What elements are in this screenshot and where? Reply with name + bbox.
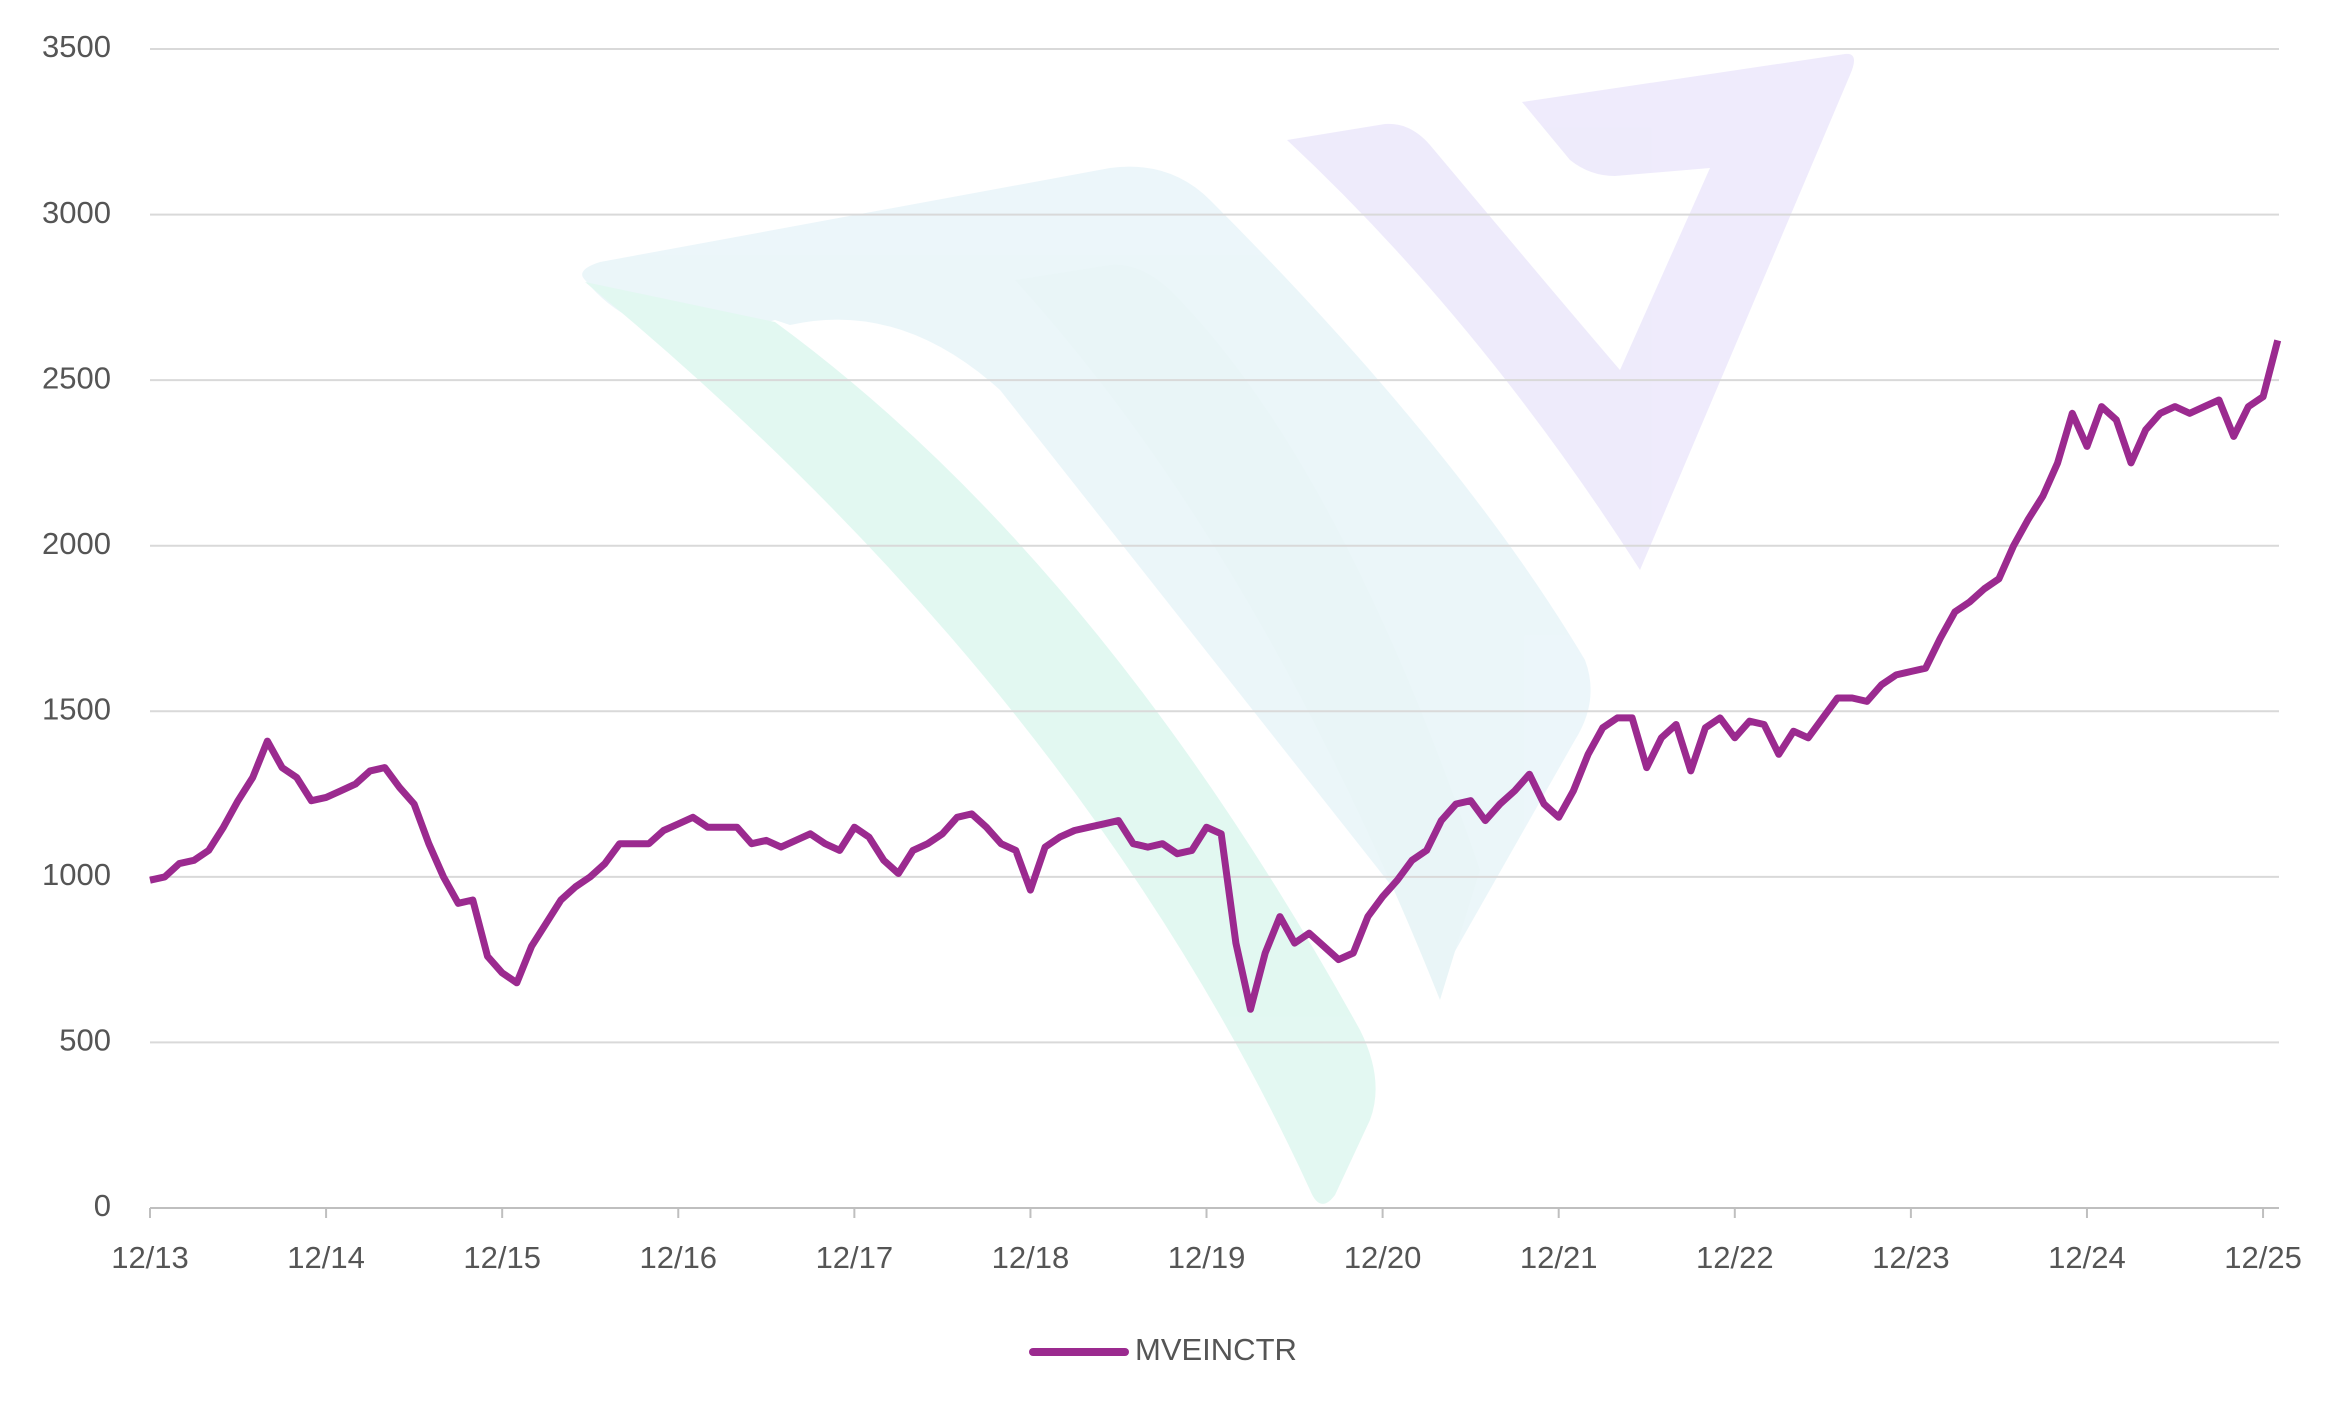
plot: [149, 339, 2282, 1013]
x-tick-label: 12/17: [816, 1240, 894, 1275]
x-tick-label: 12/21: [1520, 1240, 1598, 1275]
x-tick-label: 12/22: [1696, 1240, 1774, 1275]
y-tick-label: 3500: [42, 29, 111, 64]
y-tick-label: 3000: [42, 195, 111, 230]
grid: 0 500 1000 1500 2000 2500 3000 3500 12/13 12/14 12…: [42, 29, 2302, 1275]
x-tick-label: 12/25: [2224, 1240, 2302, 1275]
x-tick-label: 12/18: [992, 1240, 1070, 1275]
legend: MVEINCTR: [1029, 1332, 1297, 1367]
x-tick-label: 12/14: [287, 1240, 365, 1275]
x-tick-label: 12/16: [639, 1240, 717, 1275]
legend-label: MVEINCTR: [1135, 1332, 1297, 1367]
x-tick-label: 12/19: [1168, 1240, 1246, 1275]
x-tick-label: 12/13: [111, 1240, 189, 1275]
y-tick-label: 0: [94, 1188, 111, 1223]
y-tick-label: 2500: [42, 360, 111, 395]
line-series: [149, 339, 2282, 1013]
logo-watermark: [582, 53, 1854, 1204]
x-tick-label: 12/24: [2048, 1240, 2126, 1275]
y-tick-label: 1000: [42, 857, 111, 892]
y-tick-label: 2000: [42, 526, 111, 561]
x-tick-label: 12/20: [1344, 1240, 1422, 1275]
y-tick-label: 1500: [42, 691, 111, 726]
x-tick-label: 12/23: [1872, 1240, 1950, 1275]
y-tick-label: 500: [59, 1023, 111, 1058]
x-tick-label: 12/15: [463, 1240, 541, 1275]
